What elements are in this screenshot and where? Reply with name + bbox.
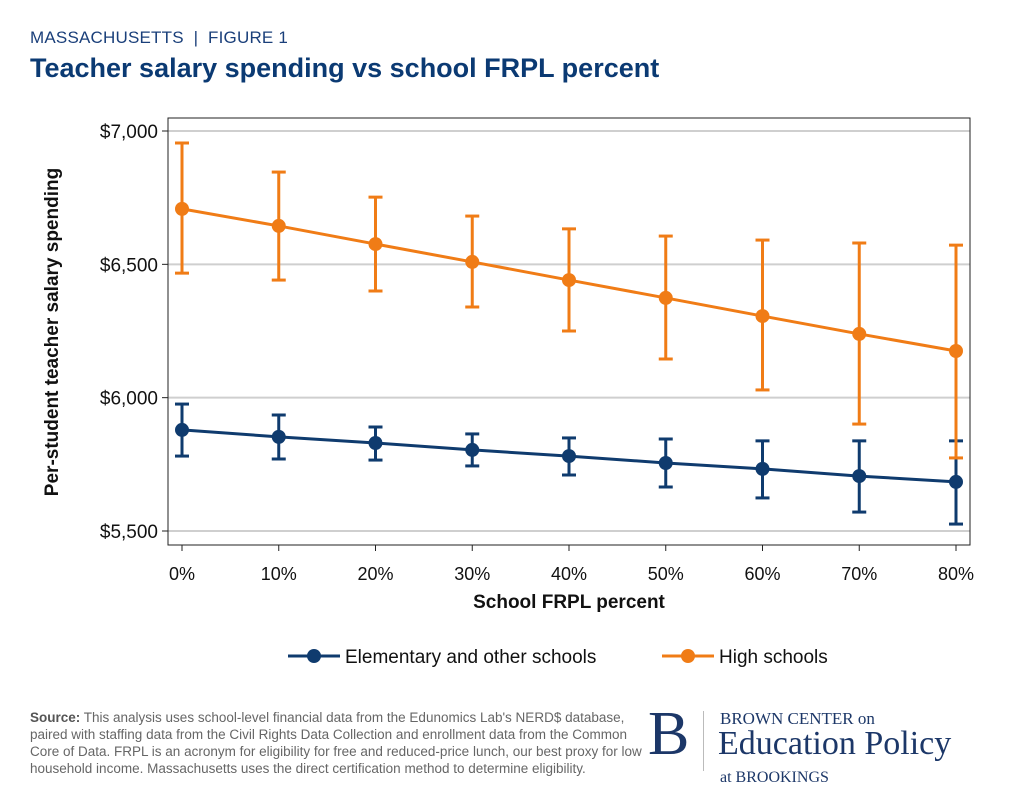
- figure-kicker: MASSACHUSETTS | FIGURE 1: [30, 28, 289, 47]
- data-point: [368, 237, 383, 252]
- brookings-logo: B BROWN CENTER on Education Policy at BR…: [648, 700, 1008, 795]
- data-point: [658, 290, 673, 305]
- data-point: [271, 429, 286, 444]
- source-text: This analysis uses school-level financia…: [30, 710, 642, 776]
- y-axis-label: Per-student teacher salary spending: [42, 168, 63, 496]
- logo-letter: B: [648, 700, 690, 768]
- data-point: [368, 436, 383, 450]
- source-note: Source: This analysis uses school-level …: [30, 709, 645, 777]
- logo-line3: at BROOKINGS: [720, 769, 829, 786]
- series-elementary: [175, 402, 963, 526]
- x-tick-label: 0%: [169, 564, 195, 584]
- x-tick-label: 20%: [357, 564, 393, 584]
- data-point: [562, 273, 576, 288]
- data-point: [852, 469, 867, 484]
- y-tick-label: $6,000: [100, 389, 158, 410]
- x-axis-label: School FRPL percent: [473, 592, 665, 613]
- data-point: [465, 442, 480, 457]
- source-label: Source:: [30, 710, 81, 725]
- legend-marker: [307, 649, 321, 663]
- logo-line2: Education Policy: [718, 725, 952, 762]
- data-point: [755, 461, 770, 476]
- chart: $5,500 $6,000 $6,500 $7,000 0% 10% 20% 30% 40% 50…: [42, 117, 974, 668]
- y-tick-label: $5,500: [100, 522, 158, 543]
- data-point: [658, 456, 673, 470]
- data-point: [755, 309, 770, 324]
- chart-title: Teacher salary spending vs school FRPL p…: [30, 53, 660, 83]
- y-tick-label: $7,000: [100, 122, 158, 143]
- data-point: [175, 201, 189, 216]
- data-point: [949, 474, 963, 489]
- x-tick-label: 70%: [841, 564, 877, 584]
- data-point: [949, 344, 963, 358]
- logo-line1: BROWN CENTER on: [720, 709, 875, 728]
- logo-divider: [703, 711, 704, 771]
- data-point: [175, 422, 189, 437]
- x-tick-label: 80%: [938, 564, 974, 584]
- y-tick-label: $6,500: [100, 255, 158, 276]
- series-high-schools: [175, 141, 963, 460]
- x-tick-label: 10%: [261, 564, 297, 584]
- legend: Elementary and other schools High schools: [288, 647, 828, 668]
- legend-marker: [681, 649, 695, 663]
- x-tick-label: 50%: [648, 564, 684, 584]
- legend-label: Elementary and other schools: [345, 647, 596, 668]
- x-tick-label: 30%: [454, 564, 490, 584]
- data-point: [852, 326, 867, 341]
- legend-label: High schools: [719, 647, 828, 668]
- data-point: [562, 449, 576, 464]
- data-point: [271, 218, 286, 233]
- x-tick-label: 60%: [744, 564, 780, 584]
- data-point: [465, 254, 480, 269]
- x-tick-label: 40%: [551, 564, 587, 584]
